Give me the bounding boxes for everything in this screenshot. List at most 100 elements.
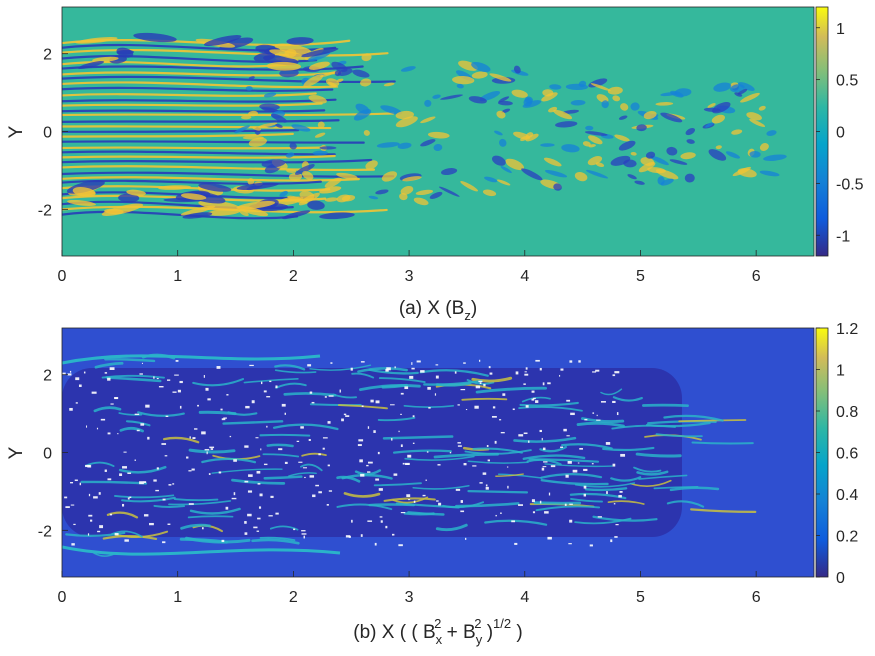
speckle-b [367, 426, 370, 429]
speckle-b [223, 417, 227, 419]
filament-b [266, 443, 294, 448]
blob-a [618, 115, 628, 120]
speckle-b [197, 404, 199, 407]
speckle-b [149, 522, 154, 526]
speckle-b [284, 461, 288, 464]
speckle-b [612, 374, 616, 377]
speckle-b [225, 506, 229, 510]
speckle-b [472, 465, 477, 467]
speckle-b [168, 484, 172, 486]
blob-a [499, 138, 507, 147]
y-tick-label-a: 2 [43, 47, 52, 64]
filament-b [121, 496, 176, 503]
speckle-b [460, 500, 463, 503]
y-tick-label-b: 0 [43, 446, 52, 463]
blob-a [705, 122, 714, 128]
speckle-b [612, 463, 616, 467]
filament-b [336, 503, 393, 511]
speckle-b [339, 389, 341, 393]
filament-b [633, 466, 662, 473]
blob-a [248, 137, 267, 147]
blob-a [441, 168, 458, 176]
speckle-b [172, 483, 175, 485]
speckle-b [524, 371, 527, 373]
filament-b [259, 536, 296, 542]
speckle-b [449, 451, 452, 454]
speckle-b [518, 434, 524, 437]
speckle-b [324, 396, 327, 398]
speckle-b [488, 366, 491, 369]
filament-b [655, 433, 703, 438]
speckle-b [191, 468, 195, 471]
speckle-b [393, 473, 398, 476]
speckle-b [525, 405, 529, 408]
blob-a [440, 94, 463, 100]
speckle-b [435, 375, 439, 379]
blob-a [614, 134, 630, 142]
speckle-b [247, 490, 253, 493]
blob-a [601, 100, 609, 109]
speckle-b [506, 466, 509, 468]
speckle-b [302, 467, 307, 469]
streak-a [62, 71, 342, 77]
speckle-b [436, 500, 439, 502]
filament-b [180, 523, 211, 530]
edge-blob-a [308, 61, 330, 70]
speckle-b [584, 418, 588, 421]
blob-a [513, 65, 521, 74]
blob-a [415, 189, 434, 196]
filament-b [663, 414, 724, 422]
speckle-b [500, 512, 502, 514]
speckle-b [330, 362, 333, 364]
speckle-b [244, 521, 247, 524]
blob-a [647, 167, 666, 174]
filament-b [592, 515, 658, 522]
speckle-b [615, 524, 619, 526]
speckle-b [300, 426, 304, 429]
speckle-b [491, 415, 497, 418]
speckle-b [492, 406, 496, 409]
blob-a [383, 82, 395, 87]
filament-b [137, 411, 185, 417]
blob-a [713, 82, 732, 92]
speckle-b [572, 469, 578, 473]
filament-b [497, 473, 543, 479]
speckle-b [104, 469, 107, 472]
speckle-b [134, 459, 136, 461]
blob-a [239, 209, 249, 217]
x-tick-label-b: 0 [58, 589, 67, 606]
blob-a [684, 173, 695, 183]
speckle-b [244, 480, 249, 483]
filament-b [392, 496, 429, 504]
filament-b [275, 382, 307, 389]
x-tick-label-b: 1 [173, 589, 182, 606]
speckle-b [518, 504, 523, 506]
filament-b [288, 472, 317, 477]
speckle-b [161, 443, 167, 445]
streak-a [62, 146, 323, 150]
speckle-b [515, 371, 519, 375]
y-tick-label-a: 0 [43, 125, 52, 142]
edge-blob-a [118, 193, 140, 203]
filament-b [263, 475, 303, 480]
speckle-b [613, 503, 616, 505]
filament-b [419, 369, 489, 377]
filament-b [201, 457, 257, 464]
filament-b [691, 441, 754, 445]
speckle-b [186, 456, 189, 459]
blob-a [303, 74, 324, 88]
speckle-b [268, 515, 273, 517]
blob-a [381, 171, 398, 182]
speckle-b [465, 409, 468, 411]
speckle-b [564, 503, 567, 506]
speckle-b [578, 360, 581, 363]
speckle-b [175, 360, 179, 362]
speckle-b [107, 377, 111, 381]
filament-b [378, 377, 426, 384]
filament-b [407, 511, 445, 516]
speckle-b [189, 436, 191, 439]
filament-b [521, 396, 551, 403]
speckle-b [141, 362, 143, 364]
streak-a [62, 176, 360, 182]
filament-b [84, 461, 115, 468]
